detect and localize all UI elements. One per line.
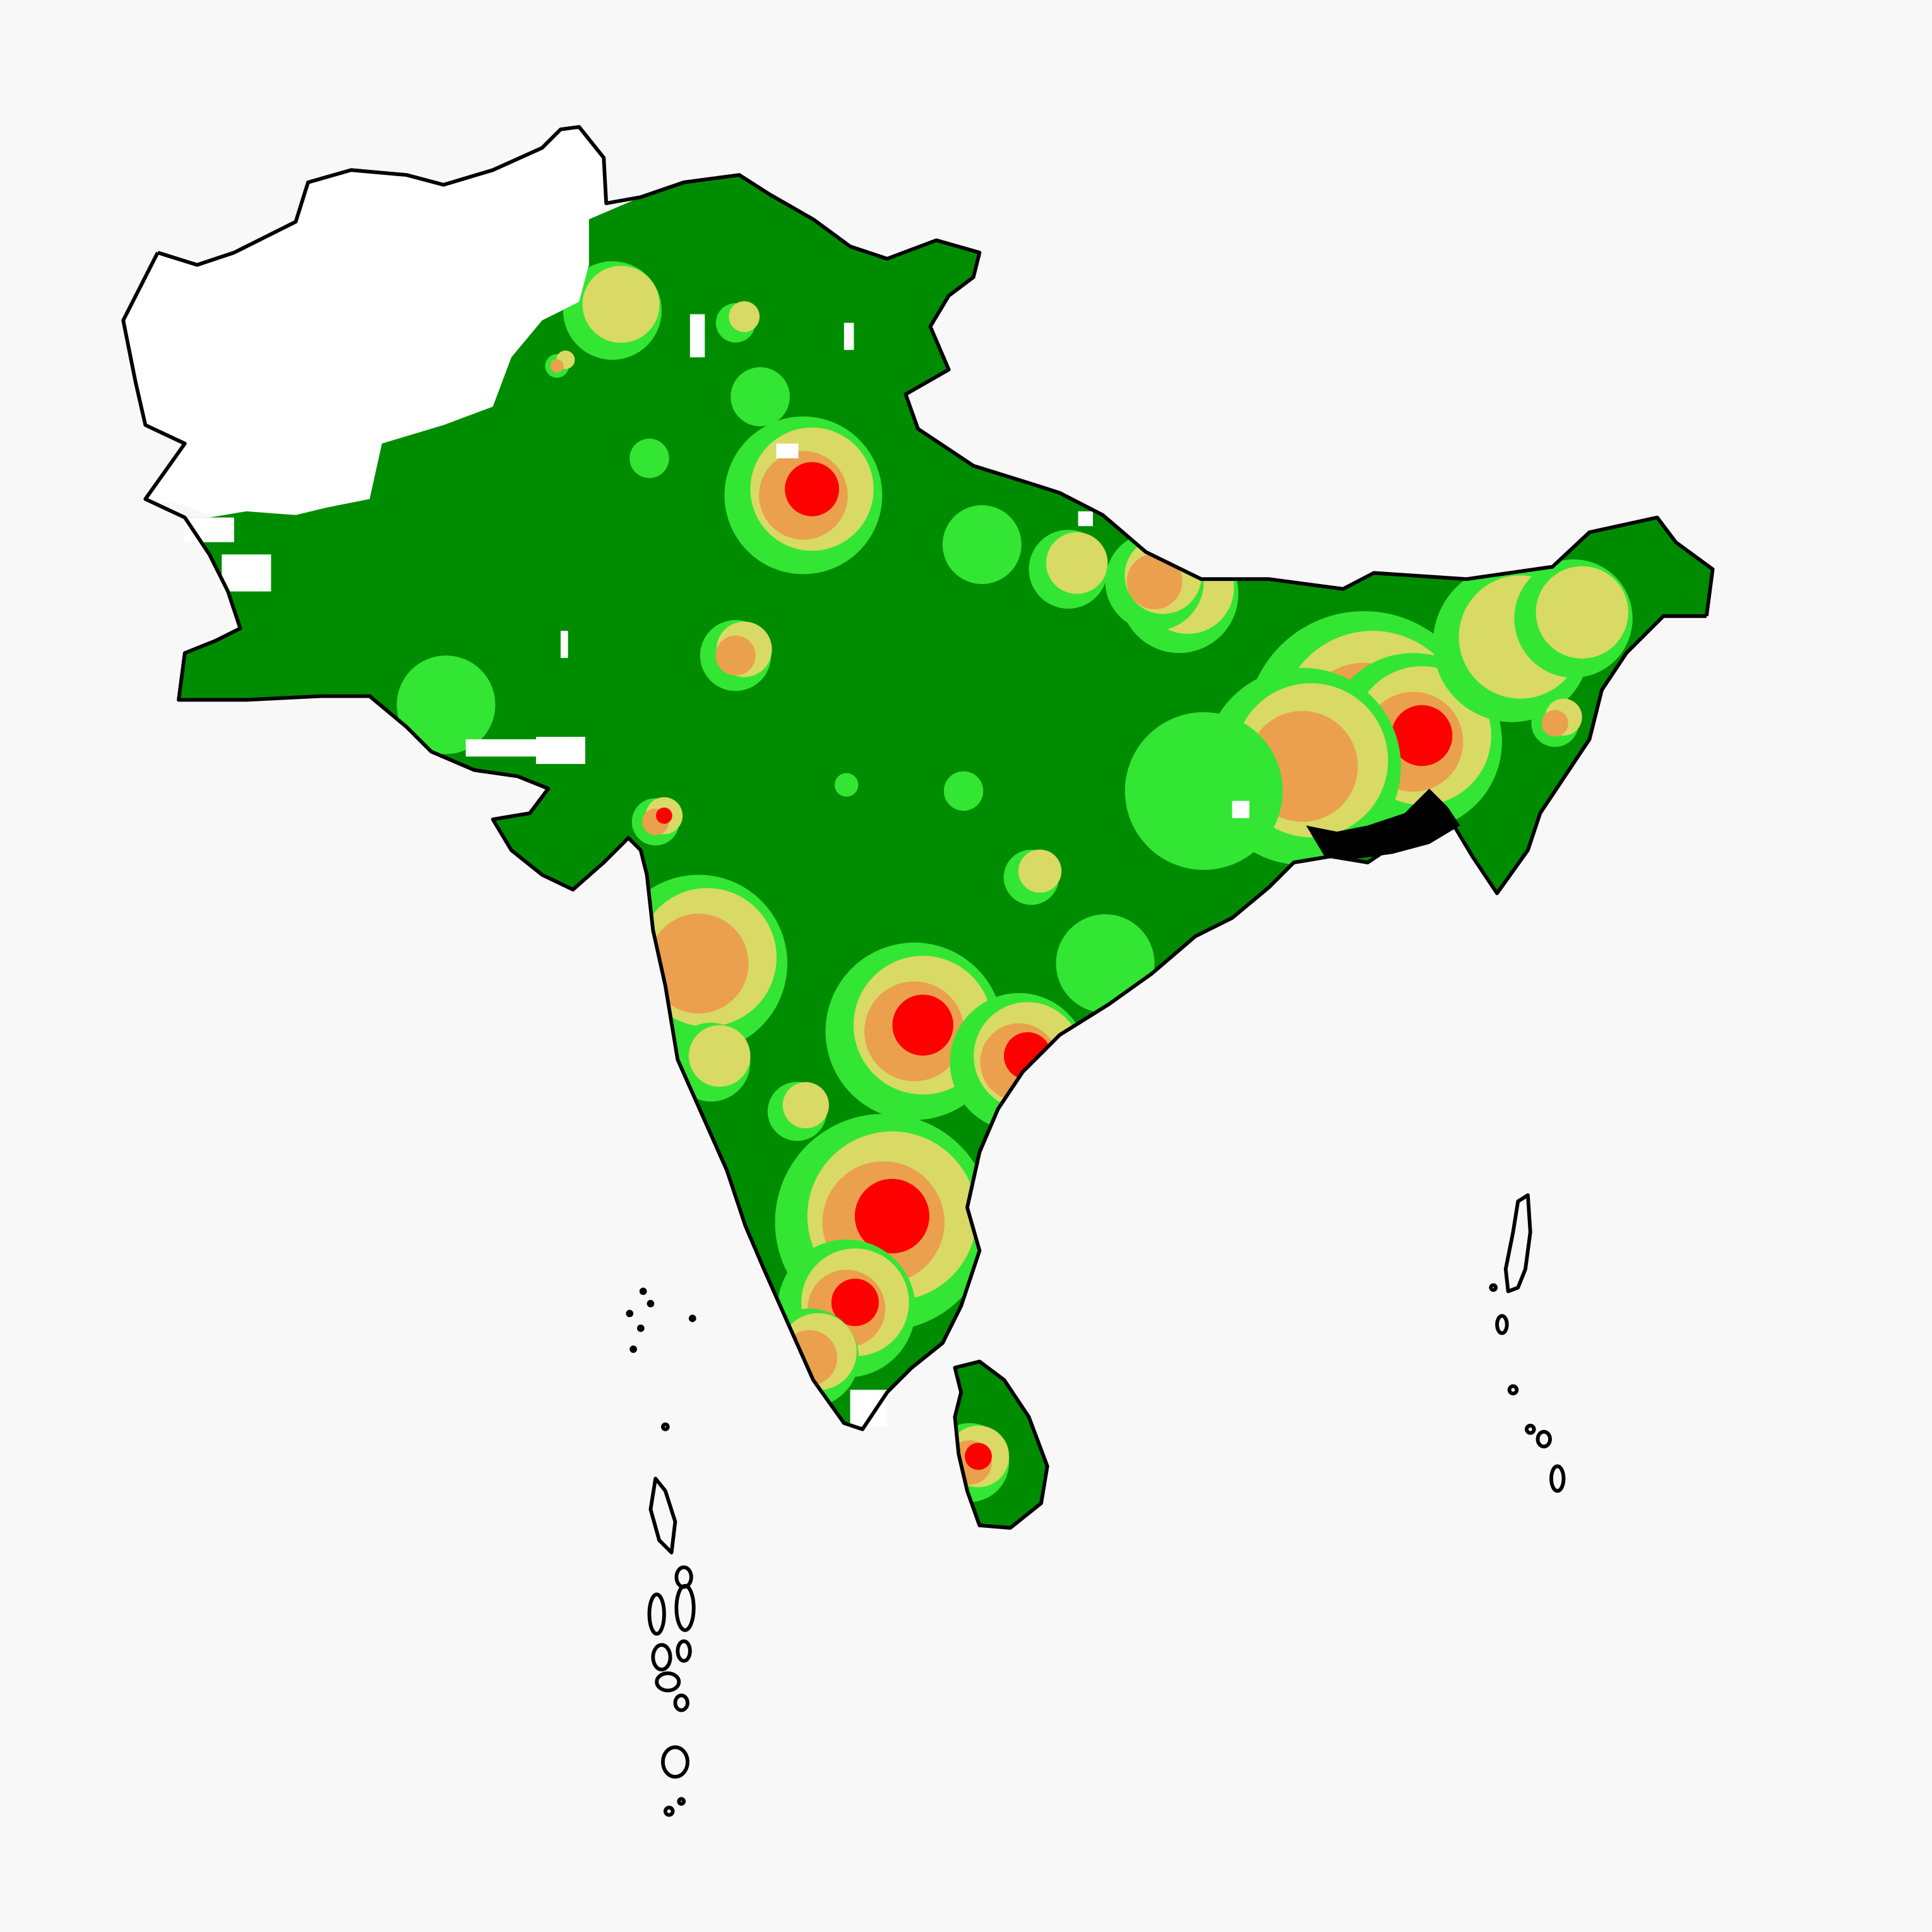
region-subcontinent-land <box>178 175 1713 1429</box>
hotspot-blob <box>1046 532 1108 594</box>
hotspot-blob <box>1391 705 1453 766</box>
hotspot-blob <box>730 367 790 427</box>
hotspot-blob <box>942 505 1022 585</box>
hotspot-blob <box>834 773 859 797</box>
hotspot-blob <box>729 301 760 332</box>
hotspot-blob <box>648 914 749 1014</box>
hotspot-blob <box>1124 712 1283 870</box>
hotspot-blob <box>785 462 839 516</box>
region-afghanistan-no-data <box>123 127 607 518</box>
hotspot-blob <box>397 655 496 754</box>
hotspot-blob <box>1541 710 1568 737</box>
hotspot-blob <box>854 1179 929 1254</box>
hotspot-blob <box>582 266 660 343</box>
hotspot-blob <box>550 359 564 373</box>
no-data-patches <box>184 314 1249 1427</box>
hotspot-blob <box>655 808 672 824</box>
hotspot-blob <box>965 1443 992 1470</box>
hotspot-blob <box>782 1082 829 1129</box>
hotspot-blob <box>688 1025 751 1087</box>
hotspot-blob <box>715 635 756 676</box>
hotspot-blob <box>629 438 669 479</box>
hotspot-blob <box>1126 554 1183 610</box>
hotspot-blob <box>943 771 984 811</box>
hotspot-blob <box>1535 566 1628 659</box>
hotspot-blob <box>831 1279 879 1327</box>
class-max-band <box>1306 788 1460 859</box>
hotspot-blob <box>1018 849 1062 893</box>
hotspot-blob <box>892 994 953 1056</box>
